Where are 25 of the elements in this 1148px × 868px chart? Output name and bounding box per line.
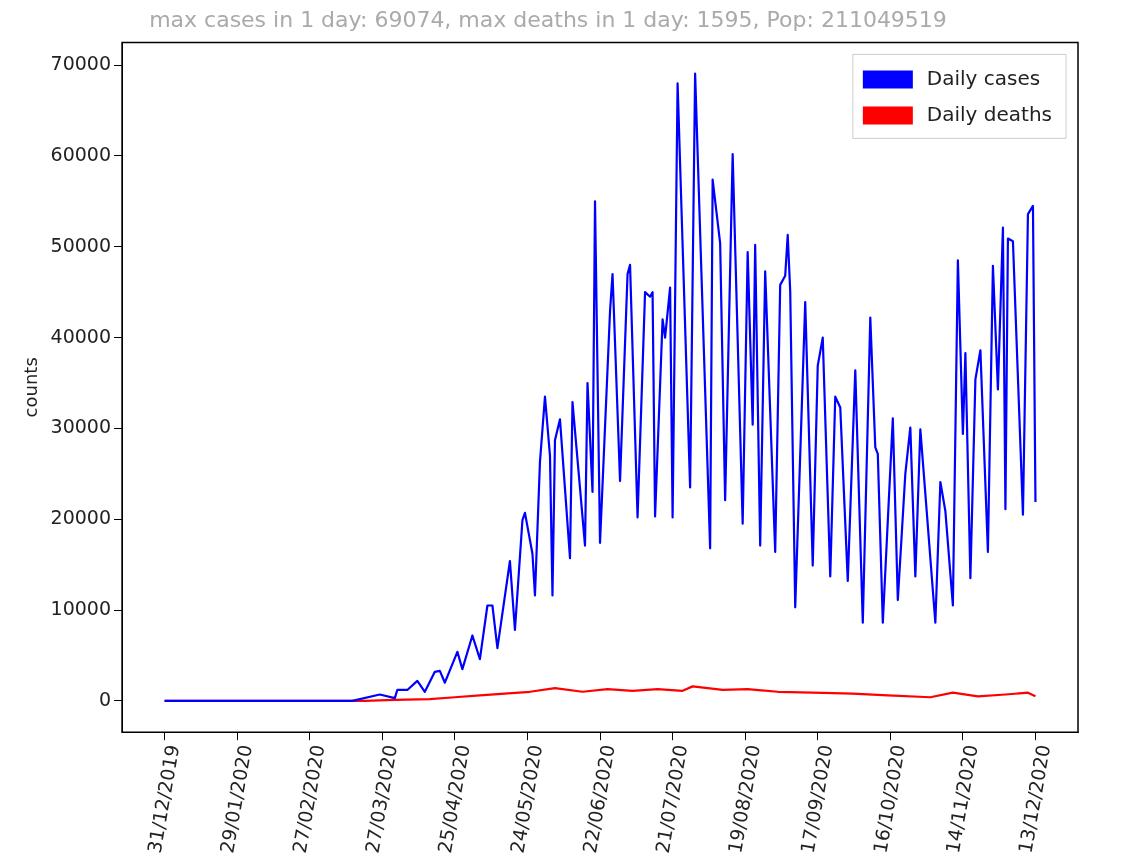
y-tick-label: 20000 [50, 506, 112, 529]
chart-title: max cases in 1 day: 69074, max deaths in 1 day: 1595, Pop: 211049519 [149, 6, 947, 32]
x-tick-label: 14/11/2020 [941, 742, 982, 855]
x-tick-label: 17/09/2020 [795, 742, 837, 855]
x-tick-label: 25/04/2020 [432, 742, 474, 855]
y-tick-label: 10000 [50, 596, 112, 619]
x-tick-label: 27/03/2020 [360, 742, 402, 855]
x-tick-label: 21/07/2020 [650, 742, 692, 855]
y-tick-label: 40000 [50, 324, 112, 347]
y-tick-label: 0 [98, 687, 112, 710]
x-tick-label: 13/12/2020 [1013, 742, 1055, 855]
x-tick-label: 16/10/2020 [868, 742, 910, 855]
x-tick-label: 31/12/2019 [142, 742, 184, 855]
y-tick-label: 50000 [50, 233, 112, 256]
y-tick-label: 60000 [50, 142, 112, 165]
x-tick-label: 27/02/2020 [287, 742, 329, 855]
x-tick-label: 22/06/2020 [578, 742, 619, 855]
x-tick-label: 29/01/2020 [215, 742, 256, 855]
x-tick-label: 24/05/2020 [505, 742, 547, 855]
y-tick-label: 70000 [50, 52, 112, 75]
legend-label: Daily cases [926, 65, 1041, 90]
legend-label: Daily deaths [926, 101, 1052, 126]
y-tick-label: 30000 [50, 415, 112, 438]
y-axis-title: counts [20, 357, 42, 418]
x-tick-label: 19/08/2020 [723, 742, 764, 855]
